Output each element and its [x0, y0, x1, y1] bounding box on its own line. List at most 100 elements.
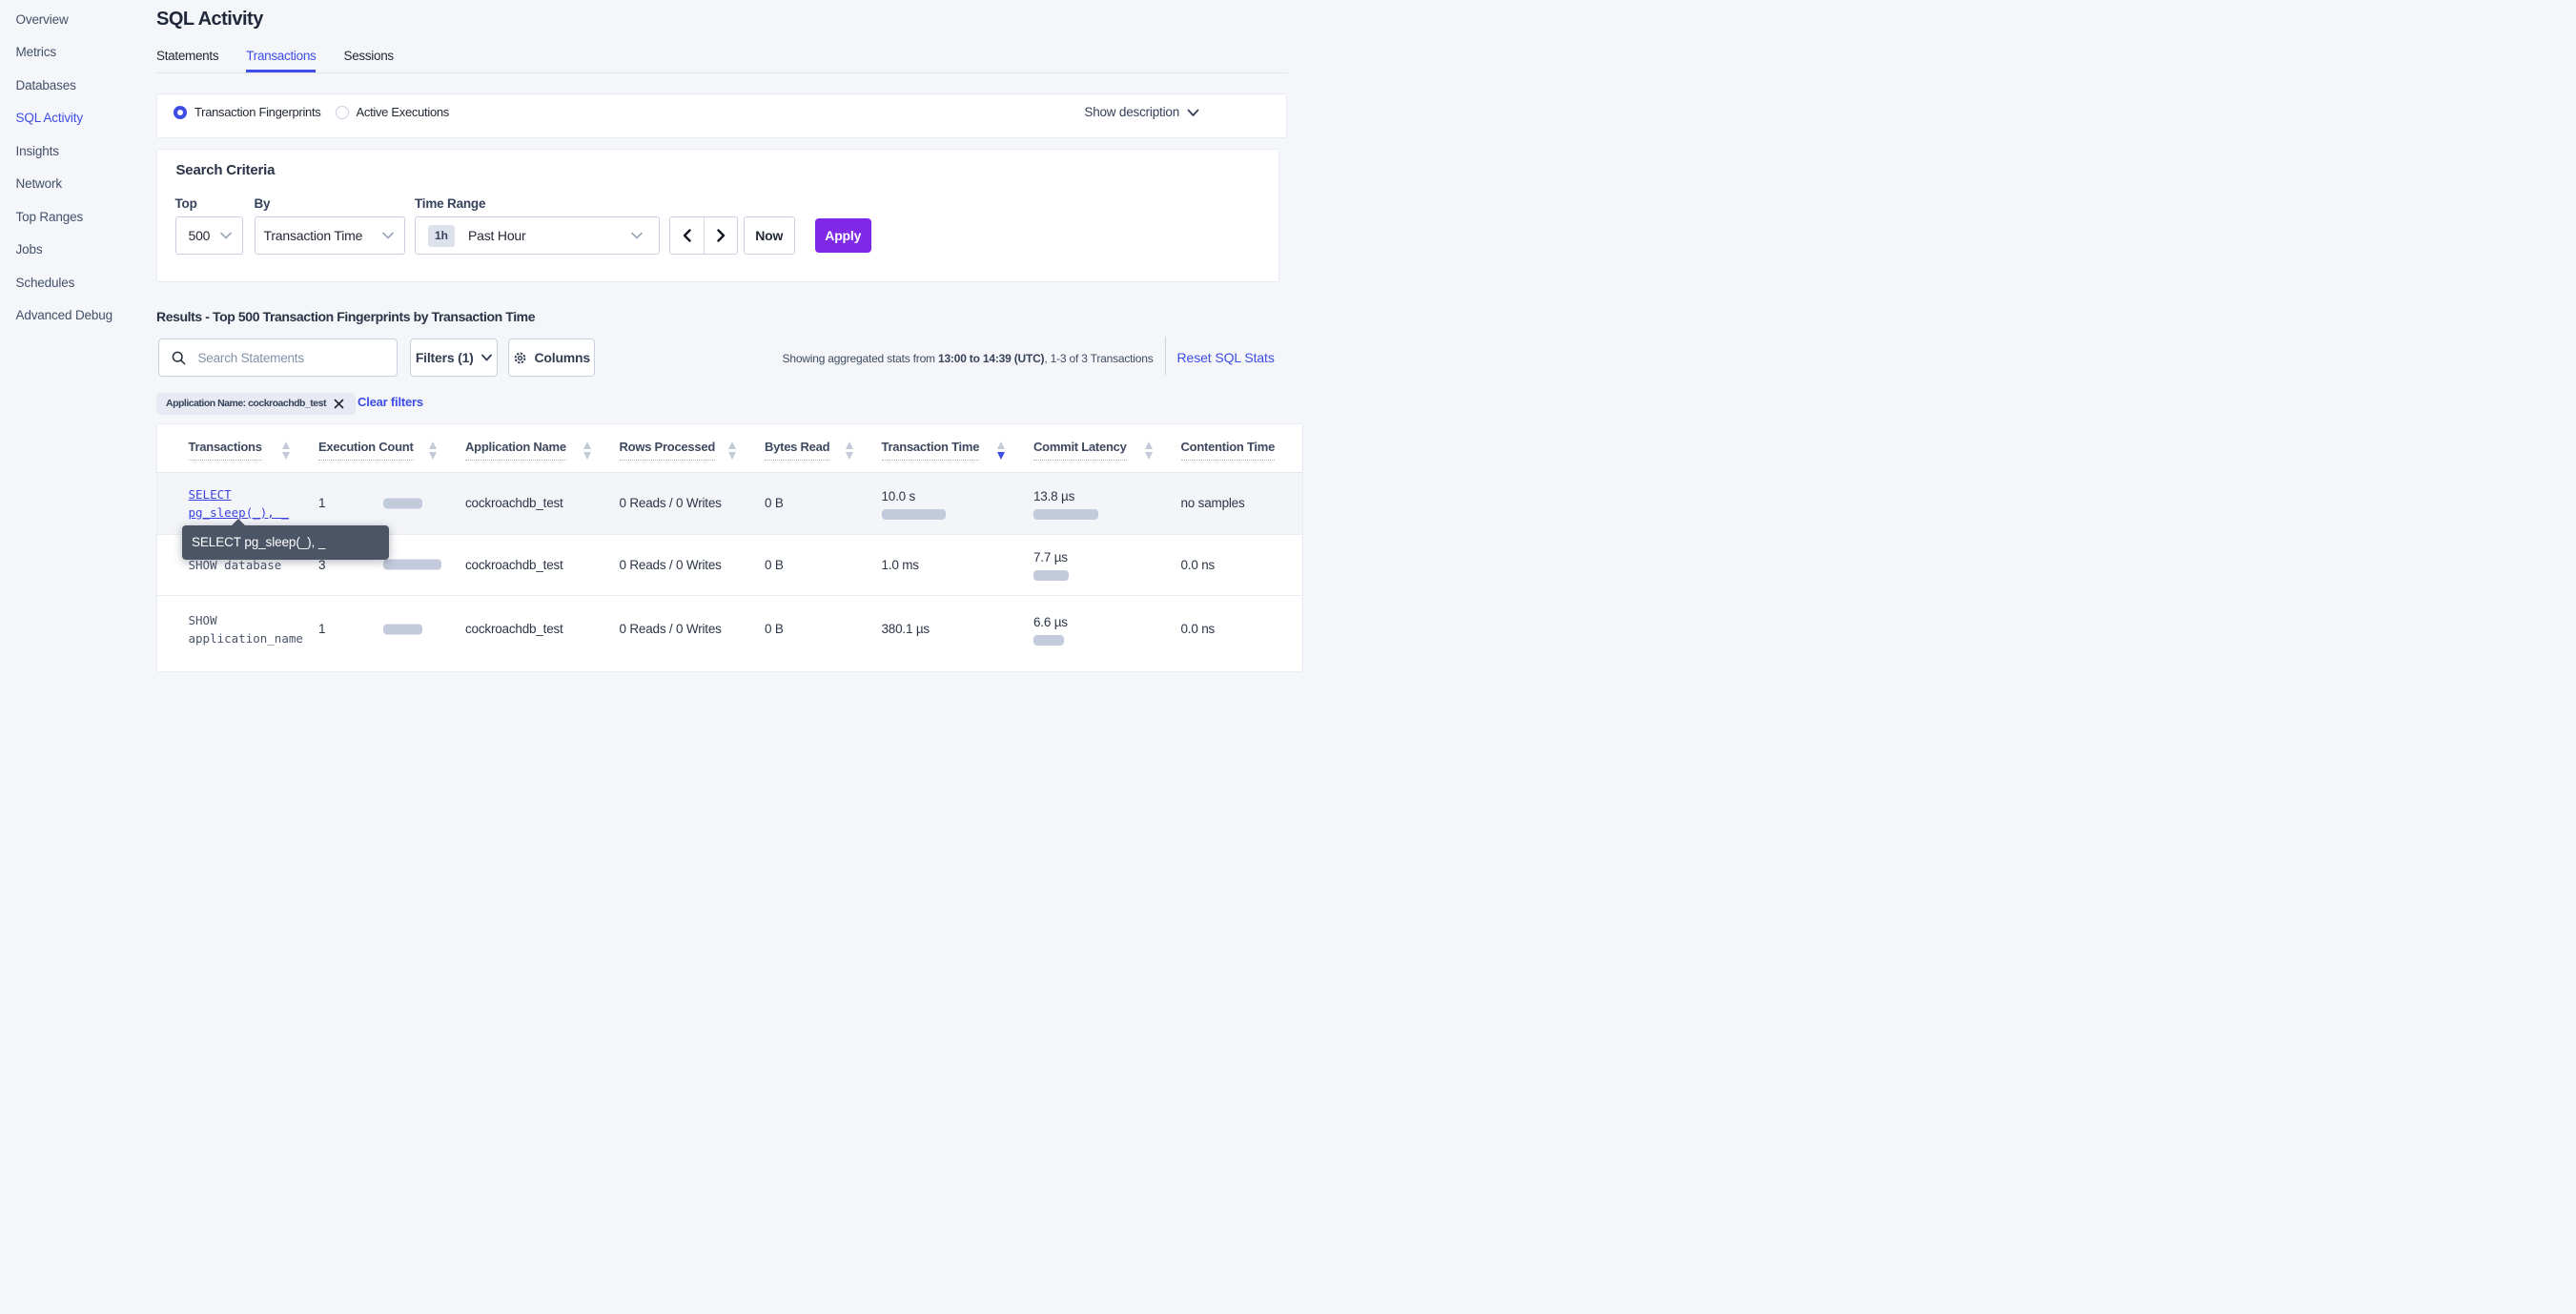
radio-selected-icon[interactable] [174, 106, 187, 119]
results-toolbar: Filters (1) Columns Showing aggregated s… [156, 337, 1288, 377]
transaction-time-value: 380.1 µs [881, 622, 930, 636]
column-header-transactions[interactable]: Transactions [188, 424, 319, 472]
sidebar-item-network[interactable]: Network [15, 176, 63, 192]
top-select[interactable]: 500 [174, 216, 243, 255]
bytes-read-value: 0 B [765, 496, 784, 511]
time-range-label: Time Range [415, 196, 486, 211]
sort-icon[interactable] [583, 441, 591, 460]
table-row[interactable]: SHOW application_name 1 cockroachdb_test… [157, 596, 1302, 663]
sort-icon[interactable] [728, 441, 736, 460]
commit-latency-bar [1033, 508, 1098, 520]
previous-time-button[interactable] [670, 217, 704, 254]
time-range-badge: 1h [428, 224, 456, 247]
chevron-down-icon [381, 232, 394, 239]
column-header-commit-latency[interactable]: Commit Latency [1033, 424, 1181, 472]
table-cell: 0 B [765, 596, 882, 663]
contention-time-value: 0.0 ns [1180, 622, 1216, 636]
search-statements-input[interactable] [197, 350, 370, 365]
column-header-transaction-time[interactable]: Transaction Time [881, 424, 1034, 472]
table-cell: SHOW application_name [189, 596, 319, 663]
application-name-value: cockroachdb_test [465, 557, 563, 572]
reset-sql-stats-link[interactable]: Reset SQL Stats [1176, 350, 1275, 365]
radio-active-executions[interactable]: Active Executions [335, 103, 449, 122]
commit-latency-bar [1033, 570, 1069, 582]
by-select[interactable]: Transaction Time [254, 216, 405, 255]
clear-filters-link[interactable]: Clear filters [358, 395, 423, 409]
column-header-execution-count[interactable]: Execution Count [318, 424, 465, 472]
transaction-fingerprint-link[interactable]: SELECT pg_sleep(_), _ [188, 486, 289, 520]
column-header-rows-processed[interactable]: Rows Processed [619, 424, 766, 472]
transaction-fingerprint-link[interactable]: SHOW application_name [188, 612, 303, 646]
column-header-application-name[interactable]: Application Name [465, 424, 620, 472]
commit-latency-value: 13.8 µs [1033, 488, 1075, 503]
table-cell: 1 [318, 596, 465, 663]
apply-button[interactable]: Apply [814, 218, 871, 253]
execution-count-bar [382, 559, 441, 570]
sort-icon[interactable] [429, 441, 437, 460]
table-cell: 1 [318, 473, 465, 535]
close-icon[interactable] [334, 399, 344, 409]
sidebar-item-jobs[interactable]: Jobs [15, 242, 43, 257]
next-time-button[interactable] [704, 217, 737, 254]
column-header-contention-time[interactable]: Contention Time [1180, 424, 1303, 472]
chevron-left-icon [683, 229, 691, 242]
sort-icon[interactable] [845, 441, 853, 460]
sidebar-item-advanced-debug[interactable]: Advanced Debug [15, 308, 113, 323]
sidebar-item-sql-activity[interactable]: SQL Activity [15, 111, 84, 126]
sidebar-item-overview[interactable]: Overview [15, 11, 69, 27]
page-title: SQL Activity [156, 9, 263, 30]
execution-count-bar [382, 498, 422, 509]
radio-transaction-fingerprints[interactable]: Transaction Fingerprints [174, 103, 321, 122]
time-range-select[interactable]: 1h Past Hour [415, 216, 660, 255]
chevron-down-icon [630, 232, 643, 239]
rows-processed-value: 0 Reads / 0 Writes [619, 496, 722, 511]
sidebar-item-top-ranges[interactable]: Top Ranges [15, 209, 84, 224]
now-button[interactable]: Now [744, 216, 795, 255]
top-select-value: 500 [188, 228, 211, 243]
search-statements-box[interactable] [157, 339, 398, 377]
table-cell: 0 Reads / 0 Writes [620, 535, 766, 595]
table-row[interactable]: SELECT pg_sleep(_), _ 1 cockroachdb_test… [157, 472, 1302, 535]
by-label: By [254, 196, 271, 211]
view-mode-card: Transaction Fingerprints Active Executio… [156, 93, 1287, 138]
commit-latency-value: 7.7 µs [1033, 550, 1068, 565]
columns-button[interactable]: Columns [508, 339, 595, 377]
sidebar-item-schedules[interactable]: Schedules [15, 275, 75, 290]
table-cell: 1.0 ms [882, 535, 1034, 595]
sort-desc-icon[interactable] [997, 441, 1005, 460]
filters-button[interactable]: Filters (1) [410, 339, 498, 377]
time-range-value: Past Hour [468, 228, 526, 243]
stats-time-range: 13:00 to 14:39 (UTC) [937, 351, 1045, 365]
table-cell: 0 Reads / 0 Writes [620, 596, 766, 663]
table-cell: 0 B [765, 535, 882, 595]
tab-transactions[interactable]: Transactions [246, 47, 317, 72]
sql-tooltip: SELECT pg_sleep(_), _ [182, 518, 389, 560]
contention-time-value: 0.0 ns [1180, 557, 1216, 572]
transaction-fingerprint-link[interactable]: SHOW database [188, 557, 282, 572]
tab-sessions[interactable]: Sessions [343, 49, 394, 63]
filters-label: Filters (1) [415, 350, 474, 365]
sort-icon[interactable] [1144, 441, 1153, 460]
sidebar-item-metrics[interactable]: Metrics [15, 45, 57, 60]
table-cell: 3 [318, 535, 465, 595]
radio-unselected-icon[interactable] [335, 106, 349, 119]
transactions-table: Transactions Execution Count Application… [156, 422, 1303, 672]
search-criteria-heading: Search Criteria [175, 162, 276, 178]
table-cell: cockroachdb_test [465, 473, 620, 535]
tab-statements[interactable]: Statements [156, 49, 219, 63]
table-cell: 0 B [765, 473, 882, 535]
table-cell: 10.0 s [881, 473, 1034, 535]
sidebar-item-insights[interactable]: Insights [15, 143, 59, 158]
show-description-toggle[interactable]: Show description [1084, 103, 1199, 122]
chevron-right-icon [716, 229, 725, 242]
table-row[interactable]: SHOW database 3 cockroachdb_test 0 Reads… [157, 535, 1302, 596]
column-header-bytes-read[interactable]: Bytes Read [765, 424, 882, 472]
sort-icon[interactable] [282, 441, 290, 460]
sidebar-item-databases[interactable]: Databases [15, 77, 76, 92]
chevron-down-icon [220, 232, 232, 239]
tab-bar: Statements Transactions Sessions [156, 47, 1288, 73]
execution-count-value: 1 [318, 496, 326, 511]
application-name-value: cockroachdb_test [465, 496, 563, 511]
transaction-time-value: 1.0 ms [881, 557, 920, 572]
bytes-read-value: 0 B [765, 622, 784, 636]
